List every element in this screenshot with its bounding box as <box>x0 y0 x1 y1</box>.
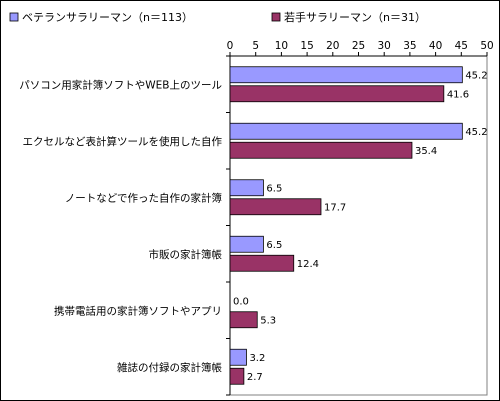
bar-1-3 <box>229 179 264 197</box>
legend-swatch-1 <box>9 12 19 22</box>
bar-1-1 <box>229 66 463 84</box>
category-label-6: 雑誌の付録の家計簿帳 <box>117 361 222 374</box>
bar-2-6 <box>229 367 245 385</box>
category-label-2: エクセルなど表計算ツールを使用した自作 <box>23 135 223 148</box>
data-label-1-5: 0.0 <box>233 296 249 307</box>
x-tick-label-40: 40 <box>429 40 442 52</box>
bar-1-4 <box>229 235 264 253</box>
bar-2-4 <box>229 254 295 272</box>
x-tick-label-0: 0 <box>227 40 234 52</box>
x-tick-label-15: 15 <box>300 40 313 52</box>
category-label-5: 携帯電話用の家計簿ソフトやアプリ <box>54 304 222 317</box>
x-tick-label-35: 35 <box>403 40 416 52</box>
legend-swatch-2 <box>271 12 281 22</box>
bar-1-6 <box>229 348 247 366</box>
data-label-2-2: 35.4 <box>415 146 437 157</box>
data-label-2-5: 5.3 <box>260 315 276 326</box>
bar-1-2 <box>229 122 463 140</box>
data-label-2-3: 17.7 <box>324 202 346 213</box>
legend-label-2: 若手サラリーマン（n＝31） <box>284 10 426 24</box>
data-label-1-1: 45.2 <box>465 70 487 81</box>
legend-label-1: ベテランサラリーマン（n＝113） <box>22 11 193 24</box>
x-tick-label-25: 25 <box>352 40 365 52</box>
data-label-1-6: 3.2 <box>249 353 265 364</box>
x-tick-label-45: 45 <box>455 40 468 52</box>
bar-2-2 <box>229 141 413 159</box>
x-tick-label-50: 50 <box>480 40 493 52</box>
data-label-1-2: 45.2 <box>465 127 487 138</box>
data-label-1-3: 6.5 <box>266 183 282 194</box>
data-label-1-4: 6.5 <box>266 240 282 251</box>
bar-2-5 <box>229 311 258 329</box>
category-label-4: 市販の家計簿帳 <box>149 248 223 261</box>
bar-2-1 <box>229 85 445 103</box>
data-label-2-6: 2.7 <box>247 372 263 383</box>
plot-area <box>229 55 488 396</box>
data-label-2-4: 12.4 <box>297 259 319 270</box>
x-tick-label-30: 30 <box>378 40 391 52</box>
x-tick-label-10: 10 <box>275 40 288 52</box>
category-label-1: パソコン用家計簿ソフトやWEB上のツール <box>19 78 222 91</box>
x-tick-label-20: 20 <box>326 40 339 52</box>
category-label-3: ノートなどで作った自作の家計簿 <box>65 191 222 204</box>
bar-2-3 <box>229 198 322 216</box>
x-tick-label-5: 5 <box>252 40 259 52</box>
data-label-2-1: 41.6 <box>447 89 469 100</box>
